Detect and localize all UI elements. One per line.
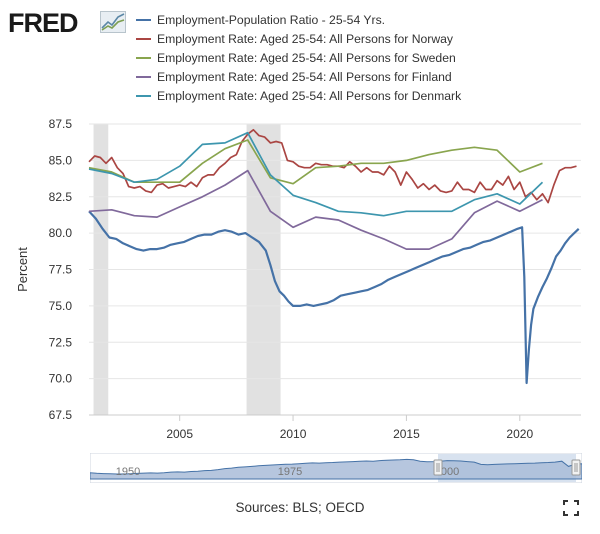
legend-item[interactable]: Employment Rate: Aged 25-54: All Persons… [136, 48, 461, 67]
navigator-handle-left[interactable] [433, 459, 443, 476]
line-chart: 67.5 70.0 72.5 75.0 77.5 80.0 82.5 85.0 87.5 2005… [15, 117, 581, 441]
y-axis-label: Percent [15, 247, 30, 292]
sources-note: Sources: BLS; OECD [235, 500, 365, 515]
y-tick-label: 80.0 [49, 226, 73, 240]
legend-label: Employment Rate: Aged 25-54: All Persons… [157, 88, 462, 103]
fred-logo-graph-icon [100, 11, 126, 33]
y-tick-label: 67.5 [49, 408, 73, 422]
legend-swatch [136, 56, 151, 59]
legend-swatch [136, 18, 151, 21]
legend-swatch [136, 37, 151, 40]
legend-swatch [136, 75, 151, 78]
legend-item[interactable]: Employment-Population Ratio - 25-54 Yrs. [136, 10, 461, 29]
series-line-3[interactable] [88, 169, 543, 250]
fred-logo-text: FRED [8, 8, 78, 38]
legend-item[interactable]: Employment Rate: Aged 25-54: All Persons… [136, 67, 461, 86]
navigator-handle-right[interactable] [571, 459, 581, 476]
legend-label: Employment-Population Ratio - 25-54 Yrs. [157, 12, 386, 27]
y-tick-label: 77.5 [49, 263, 73, 277]
y-tick-label: 72.5 [49, 335, 73, 349]
y-tick-label: 85.0 [49, 153, 73, 167]
legend-swatch [136, 94, 151, 97]
navigator-series-area [90, 458, 582, 480]
x-tick-label: 2020 [506, 427, 533, 441]
legend-label: Employment Rate: Aged 25-54: All Persons… [157, 69, 452, 84]
series-line-2[interactable] [88, 139, 543, 185]
y-tick-label: 75.0 [49, 299, 73, 313]
series-line-0[interactable] [88, 210, 580, 385]
x-tick-label: 2015 [393, 427, 420, 441]
range-navigator[interactable]: 1950 1975 2000 [90, 453, 582, 483]
navigator-year-label: 1950 [116, 466, 140, 478]
fred-logo[interactable]: FRED [8, 8, 126, 38]
chart-legend: Employment-Population Ratio - 25-54 Yrs.… [136, 10, 461, 105]
x-tick-label: 2010 [280, 427, 307, 441]
legend-label: Employment Rate: Aged 25-54: All Persons… [157, 31, 454, 46]
fullscreen-icon[interactable] [563, 500, 579, 516]
y-tick-label: 70.0 [49, 372, 73, 386]
y-tick-label: 87.5 [49, 117, 73, 131]
legend-item[interactable]: Employment Rate: Aged 25-54: All Persons… [136, 86, 461, 105]
y-tick-label: 82.5 [49, 190, 73, 204]
navigator-year-label: 1975 [278, 466, 302, 478]
legend-item[interactable]: Employment Rate: Aged 25-54: All Persons… [136, 29, 461, 48]
legend-label: Employment Rate: Aged 25-54: All Persons… [157, 50, 456, 65]
series-line-4[interactable] [88, 131, 544, 217]
x-tick-label: 2005 [166, 427, 193, 441]
